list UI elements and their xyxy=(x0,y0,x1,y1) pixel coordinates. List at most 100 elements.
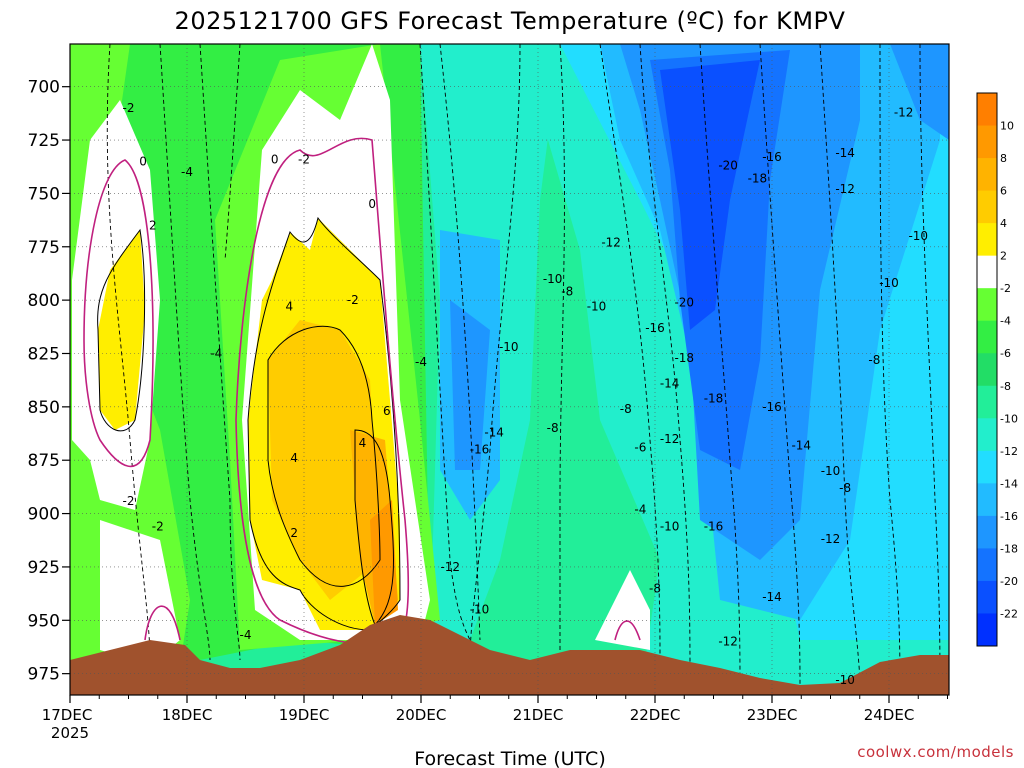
field-cold-4 xyxy=(890,44,949,140)
zero-degree-contours xyxy=(83,137,641,645)
colorbar-label: -12 xyxy=(1000,445,1018,458)
contour-label: -8 xyxy=(868,353,880,367)
colorbar-swatch xyxy=(977,450,997,484)
field-cool-6 xyxy=(450,300,490,470)
contour-labels: -202-40 -20-244462-4-4-2-2-4-16-14-10-12-… xyxy=(123,101,929,687)
colorbar-swatch xyxy=(977,223,997,257)
colorbar-swatch xyxy=(977,93,997,127)
contour-label: -8 xyxy=(620,402,632,416)
contour-label: -12 xyxy=(718,635,738,649)
terrain-surface xyxy=(70,615,949,695)
contour-label: -6 xyxy=(634,440,646,454)
contour-label: -2 xyxy=(152,519,164,533)
contour-label: -16 xyxy=(645,321,665,335)
colorbar: 10 8 6 4 2 -2 -4 -6 -8 -10 -12 -14 -16 -18 -20 -22 xyxy=(976,92,1018,647)
contour-label: -12 xyxy=(440,560,460,574)
zero-contour xyxy=(614,620,641,641)
contour-label: -10 xyxy=(821,464,841,478)
contour-label: 0 xyxy=(271,152,279,166)
colorbar-swatch xyxy=(977,125,997,159)
colorbar-label: -10 xyxy=(1000,412,1018,425)
contour-label: -4 xyxy=(210,346,222,360)
contour-line xyxy=(159,44,211,661)
contour-label: -14 xyxy=(484,425,504,439)
colorbar-label: -22 xyxy=(1000,607,1018,620)
colorbar-label: -8 xyxy=(1000,380,1011,393)
colorbar-label: 8 xyxy=(1000,152,1007,165)
contour-label: -12 xyxy=(835,182,855,196)
contour-label: -14 xyxy=(835,146,855,160)
credit-link[interactable]: coolwx.com/models xyxy=(857,743,1014,761)
colorbar-label: 10 xyxy=(1000,120,1014,133)
colorbar-label: -2 xyxy=(1000,282,1011,295)
contour-label: -4 xyxy=(415,355,427,369)
contour-line xyxy=(354,429,394,626)
y-tick-label: 850 xyxy=(28,398,60,418)
x-axis-label: Forecast Time (UTC) xyxy=(414,748,605,768)
colorbar-swatch xyxy=(977,580,997,614)
colorbar-label: 2 xyxy=(1000,250,1007,263)
contour-label: 2 xyxy=(149,218,157,232)
y-tick-label: 775 xyxy=(28,238,60,258)
colorbar-swatch xyxy=(977,255,997,289)
contour-label: -8 xyxy=(649,581,661,595)
zero-contour xyxy=(235,137,410,645)
contour-line xyxy=(247,216,401,631)
contour-label: -8 xyxy=(839,481,851,495)
contour-label: -10 xyxy=(660,519,680,533)
contour-label: -4 xyxy=(240,628,252,642)
x-tick-label: 23DEC xyxy=(747,706,798,724)
contour-label: -12 xyxy=(821,532,841,546)
contour-line xyxy=(419,44,471,641)
colorbar-swatch xyxy=(977,320,997,354)
x-tick-label: 18DEC xyxy=(162,706,213,724)
contour-label: -14 xyxy=(791,438,811,452)
contour-label: -10 xyxy=(543,272,563,286)
colorbar-label: -20 xyxy=(1000,575,1018,588)
colorbar-label: 4 xyxy=(1000,217,1007,230)
y-tick-label: 975 xyxy=(28,665,60,685)
colorbar-label: -18 xyxy=(1000,542,1018,555)
contour-label: -12 xyxy=(894,105,914,119)
colorbar-swatch xyxy=(977,158,997,192)
contour-line xyxy=(469,44,521,661)
x-tick-label: 24DEC xyxy=(864,706,915,724)
field-cold-3 xyxy=(660,60,760,330)
colorbar-swatch xyxy=(977,483,997,517)
contour-label: 0 xyxy=(368,197,376,211)
colorbar-label: -16 xyxy=(1000,510,1018,523)
y-tick-label: 750 xyxy=(28,184,60,204)
contour-label: -2 xyxy=(298,152,310,166)
colorbar-swatch xyxy=(977,353,997,387)
contour-line xyxy=(224,44,241,261)
contour-line xyxy=(439,44,481,641)
contour-label: -20 xyxy=(674,295,694,309)
y-tick-label: 925 xyxy=(28,558,60,578)
plot-area: -202-40 -20-244462-4-4-2-2-4-16-14-10-12-… xyxy=(70,44,949,695)
field-yellow-1 xyxy=(98,230,145,430)
contour-line xyxy=(559,44,565,660)
contour-label: 0 xyxy=(139,154,147,168)
first-date-year: 2025 xyxy=(51,724,89,742)
contour-label: -2 xyxy=(123,494,135,508)
chart-title: 2025121700 GFS Forecast Temperature (ºC)… xyxy=(175,7,846,35)
contour-label: -16 xyxy=(470,443,490,457)
y-tick-label: 725 xyxy=(28,131,60,151)
contour-line xyxy=(267,325,381,587)
contour-label: -2 xyxy=(347,293,359,307)
x-axis: 17DEC 18DEC 19DEC 20DEC 21DEC 22DEC 23DEC 24DEC xyxy=(42,695,948,724)
contour-label: -4 xyxy=(181,165,193,179)
contour-label: -14 xyxy=(762,590,782,604)
x-tick-label: 19DEC xyxy=(279,706,330,724)
colorbar-label: -4 xyxy=(1000,315,1011,328)
colorbar-label: -14 xyxy=(1000,477,1018,490)
contour-label: -10 xyxy=(470,603,490,617)
zero-contour xyxy=(83,159,154,468)
contour-line xyxy=(106,44,151,661)
contour-label: -16 xyxy=(762,150,782,164)
y-tick-label: 875 xyxy=(28,451,60,471)
dashed-contours xyxy=(106,44,941,691)
contour-label: -16 xyxy=(762,400,782,414)
plot-frame xyxy=(69,43,950,696)
colorbar-swatch xyxy=(977,288,997,322)
